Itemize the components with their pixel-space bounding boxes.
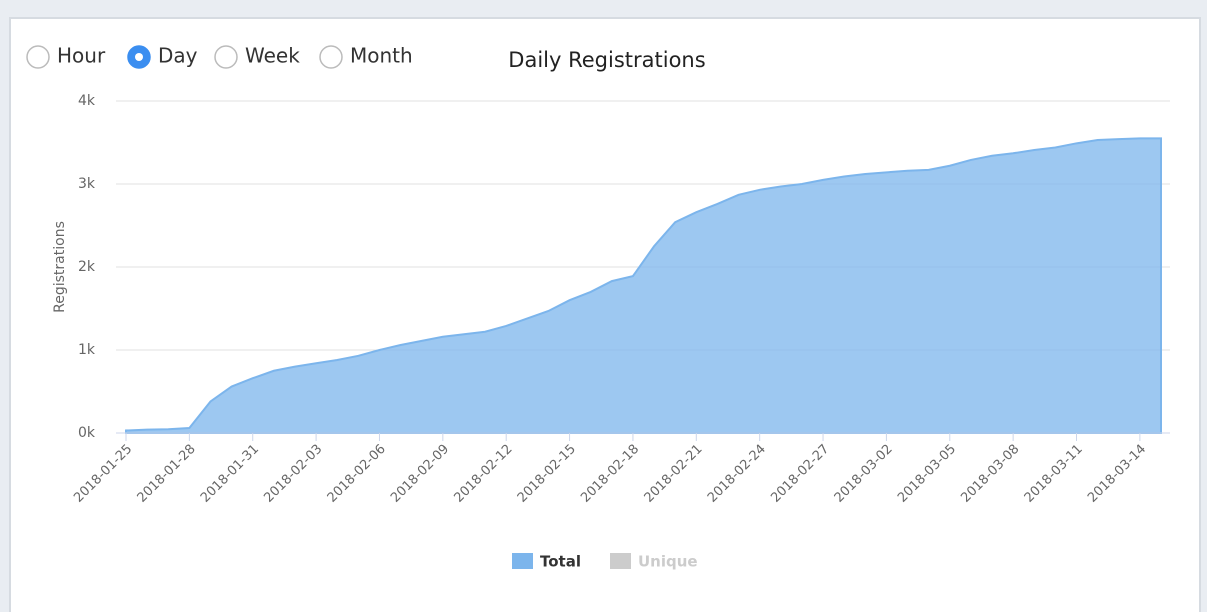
radio-button[interactable] [26,45,50,69]
chart-title: Daily Registrations [508,48,705,72]
radio-option[interactable]: Month [319,44,413,69]
radio-button[interactable] [214,45,238,69]
legend-label[interactable]: Total [540,553,581,571]
y-tick-label: 1k [78,342,96,358]
legend-swatch[interactable] [610,553,631,569]
y-tick-label: 3k [78,176,96,192]
radio-option[interactable]: Week [214,44,300,69]
radio-label[interactable]: Week [245,44,300,68]
area [125,137,1162,434]
legend-item[interactable]: Total [512,553,581,571]
radio-label[interactable]: Month [350,44,413,68]
radio-option[interactable]: Hour [26,44,106,69]
legend-item[interactable]: Unique [610,553,698,571]
y-tick-label: 4k [78,93,96,109]
radio-label[interactable]: Hour [57,44,106,68]
radio-dot [135,53,143,61]
legend-label[interactable]: Unique [638,553,698,571]
y-axis-label: Registrations [52,221,68,313]
radio-label[interactable]: Day [158,44,198,68]
legend-swatch[interactable] [512,553,533,569]
y-tick-label: 0k [78,425,96,441]
y-tick-label: 2k [78,259,96,275]
radio-button[interactable] [319,45,343,69]
period-selector: Hour Day Week Month [26,44,413,69]
radio-option[interactable]: Day [127,44,198,69]
